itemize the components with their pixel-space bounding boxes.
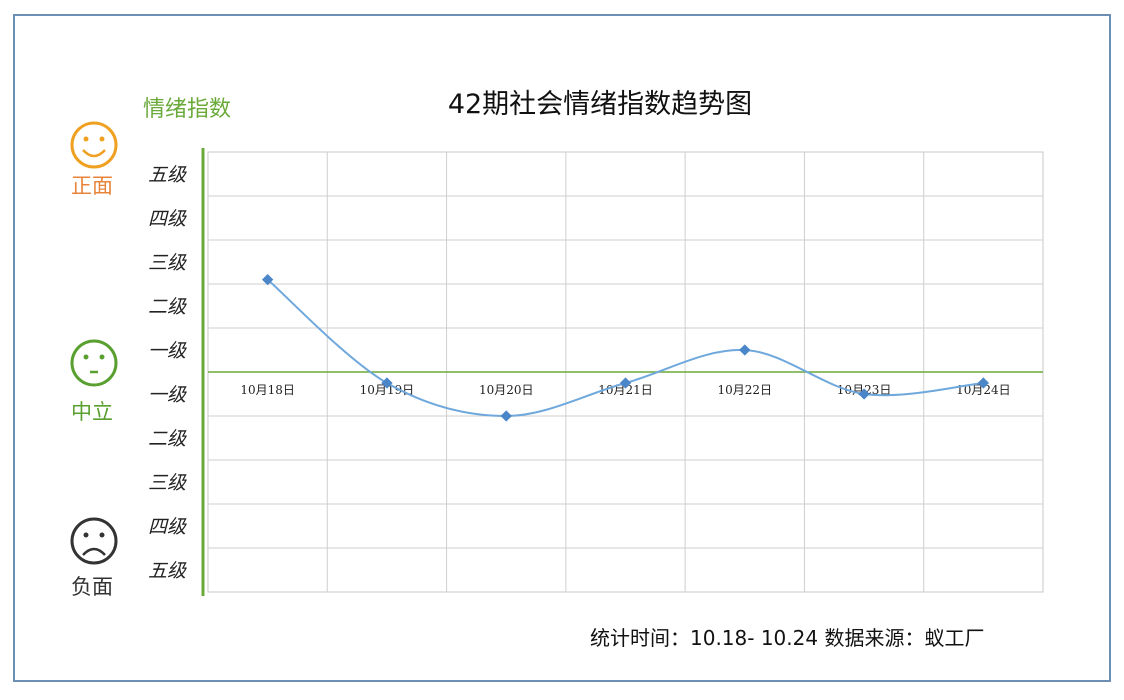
y-tick-label: 四级 (148, 516, 187, 538)
data-point (739, 344, 751, 356)
y-tick-label: 二级 (148, 296, 187, 318)
x-tick-label: 10月20日 (479, 383, 534, 397)
positive-label: 正面 (71, 174, 113, 198)
y-tick-label: 三级 (148, 472, 187, 494)
data-point (858, 388, 870, 400)
y-axis-title: 情绪指数 (143, 97, 232, 122)
chart-title: 42期社会情绪指数趋势图 (447, 89, 753, 120)
x-tick-label: 10月24日 (956, 383, 1011, 397)
data-point (619, 377, 632, 389)
data-point (500, 410, 512, 422)
x-tick-label: 10月19日 (360, 383, 415, 397)
y-tick-label: 一级 (148, 340, 187, 362)
data-point (381, 377, 393, 389)
y-tick-label: 四级 (148, 208, 187, 230)
x-tick-label: 10月22日 (718, 383, 773, 397)
data-point (261, 273, 274, 286)
x-tick-labels: 10月18日10月19日10月20日10月21日10月22日10月23日10月2… (240, 383, 1010, 397)
sad-face-icon (70, 517, 118, 565)
series (261, 273, 990, 422)
y-tick-label: 五级 (148, 164, 187, 186)
y-tick-label: 三级 (148, 252, 187, 274)
chart-frame (13, 14, 1111, 682)
y-tick-label: 一级 (148, 384, 187, 406)
neutral-face-icon (70, 339, 118, 387)
neutral-label: 中立 (71, 400, 113, 424)
y-tick-label: 二级 (148, 428, 187, 450)
negative-label: 负面 (71, 575, 113, 599)
x-tick-label: 10月18日 (240, 383, 295, 397)
y-tick-label: 五级 (148, 560, 187, 582)
smile-face-icon (70, 121, 118, 169)
data-point (977, 377, 990, 389)
footer-note: 统计时间：10.18- 10.24 数据来源：蚁工厂 (590, 626, 985, 650)
grid (201, 148, 1044, 596)
